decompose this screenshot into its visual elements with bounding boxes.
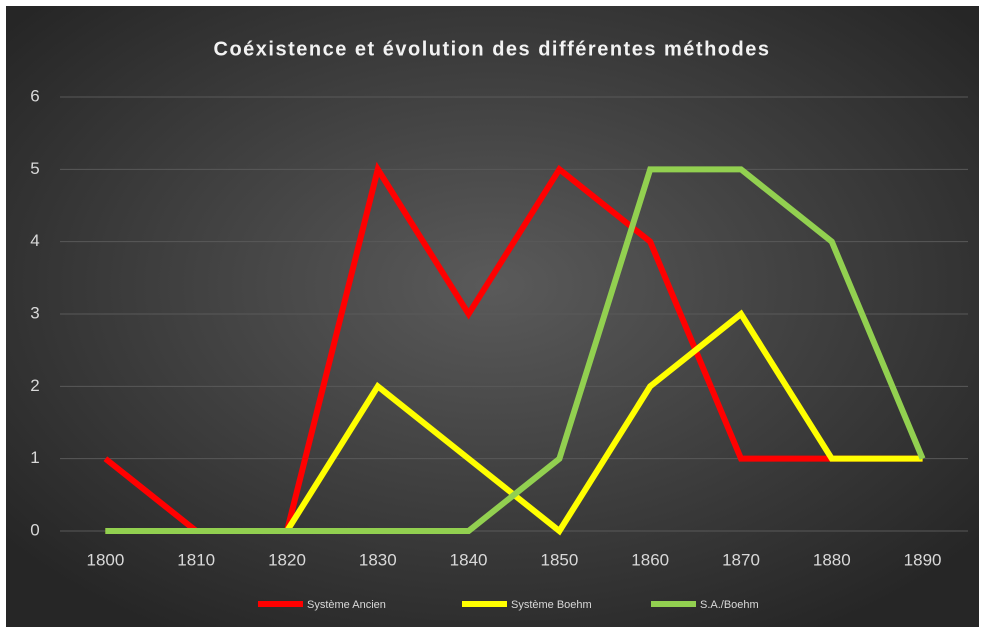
x-tick-label: 1850	[540, 550, 578, 569]
x-tick-label: 1810	[177, 550, 215, 569]
legend-label: Système Ancien	[307, 599, 386, 611]
legend-label: Système Boehm	[511, 599, 592, 611]
x-tick-label: 1860	[631, 550, 669, 569]
y-tick-label: 6	[30, 86, 39, 105]
x-tick-label: 1830	[359, 550, 397, 569]
x-tick-label: 1800	[86, 550, 124, 569]
x-tick-label: 1890	[904, 550, 942, 569]
y-tick-label: 4	[30, 231, 39, 250]
x-tick-label: 1880	[813, 550, 851, 569]
chart-background	[6, 6, 979, 627]
y-tick-label: 1	[30, 448, 39, 467]
y-tick-label: 2	[30, 376, 39, 395]
y-tick-label: 0	[30, 520, 39, 539]
y-tick-label: 3	[30, 303, 39, 322]
legend-label: S.A./Boehm	[700, 599, 759, 611]
data-line	[105, 166, 926, 534]
y-tick-label: 5	[30, 159, 39, 178]
x-tick-label: 1870	[722, 550, 760, 569]
x-tick-label: 1840	[450, 550, 488, 569]
chart-title: Coéxistence et évolution des différentes…	[214, 38, 771, 60]
x-tick-label: 1820	[268, 550, 306, 569]
